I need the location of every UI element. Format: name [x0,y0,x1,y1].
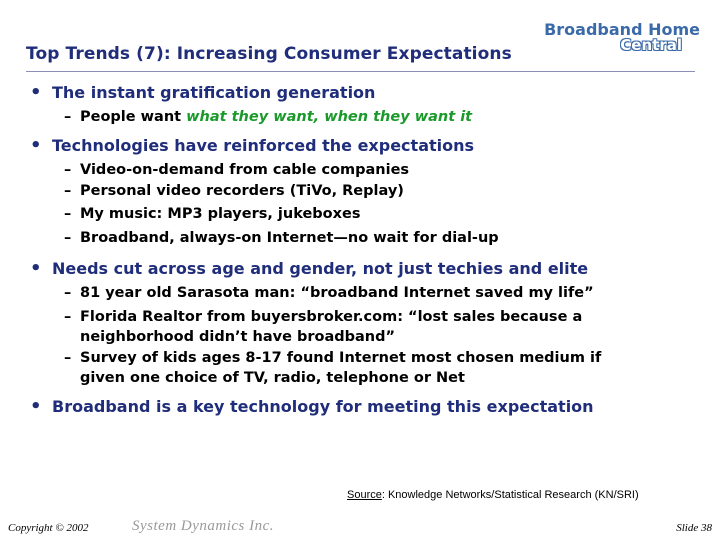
bullet-1-text: The instant gratification generation [52,83,376,102]
sub-bullet-2-3-text: My music: MP3 players, jukeboxes [80,206,361,222]
bullet-1: • The instant gratification generation [30,82,375,103]
sub-bullet-3-2: – Florida Realtor from buyersbroker.com: … [64,307,582,347]
sub-bullet-2-4-text: Broadband, always-on Internet—no wait fo… [80,230,499,246]
dash-icon: – [64,206,72,222]
sub-bullet-1-1-emphasis: what they want, when they want it [186,109,473,125]
sub-bullet-2-2: – Personal video recorders (TiVo, Replay) [64,181,404,201]
sub-bullet-3-3: – Survey of kids ages 8-17 found Internet… [64,348,601,388]
sub-bullet-1-1-prefix: People want [80,109,187,125]
footer-company-name: System Dynamics Inc. [132,518,275,534]
sub-bullet-3-2-line2: neighborhood didn’t have broadband” [80,329,396,345]
bullet-4-text: Broadband is a key technology for meetin… [52,397,594,416]
bullet-2: • Technologies have reinforced the expect… [30,135,474,156]
bullet-dot-icon: • [30,135,42,156]
dash-icon: – [64,285,72,301]
bullet-4: • Broadband is a key technology for meeti… [30,396,594,417]
sub-bullet-3-3-line2: given one choice of TV, radio, telephone… [80,370,465,386]
dash-icon: – [64,309,72,325]
sub-bullet-1-1: – People want what they want, when they w… [64,107,472,127]
dash-icon: – [64,183,72,199]
sub-bullet-3-2-line1: Florida Realtor from buyersbroker.com: “… [80,309,583,325]
sub-bullet-2-1-text: Video-on-demand from cable companies [80,162,410,178]
source-text: : Knowledge Networks/Statistical Researc… [381,489,639,501]
slide-title: Top Trends (7): Increasing Consumer Expe… [26,44,512,64]
bullet-3: • Needs cut across age and gender, not ju… [30,258,588,279]
sub-bullet-2-3: – My music: MP3 players, jukeboxes [64,204,360,224]
sub-bullet-3-3-line1: Survey of kids ages 8-17 found Internet … [80,350,602,366]
sub-bullet-3-1-text: 81 year old Sarasota man: “broadband Int… [80,285,594,301]
dash-icon: – [64,230,72,246]
sub-bullet-2-2-text: Personal video recorders (TiVo, Replay) [80,183,404,199]
footer-copyright: Copyright © 2002 [8,522,89,534]
bullet-dot-icon: • [30,82,42,103]
dash-icon: – [64,109,72,125]
bullet-2-text: Technologies have reinforced the expecta… [52,136,475,155]
title-divider [26,71,695,72]
sub-bullet-2-4: – Broadband, always-on Internet—no wait f… [64,228,499,248]
dash-icon: – [64,162,72,178]
broadband-home-central-logo: Broadband Home Central [544,18,710,58]
source-label: Source [347,489,382,501]
bullet-3-text: Needs cut across age and gender, not jus… [52,259,589,278]
bullet-dot-icon: • [30,396,42,417]
sub-bullet-3-1: –81 year old Sarasota man: “broadband In… [64,283,594,303]
dash-icon: – [64,350,72,366]
logo-line1: Broadband Home [544,20,700,39]
bullet-dot-icon: • [30,258,42,279]
logo-line2: Central [620,36,682,54]
sub-bullet-2-1: – Video-on-demand from cable companies [64,160,409,180]
source-citation: Source: Knowledge Networks/Statistical R… [347,489,639,501]
footer-slide-number: Slide 38 [676,522,712,534]
